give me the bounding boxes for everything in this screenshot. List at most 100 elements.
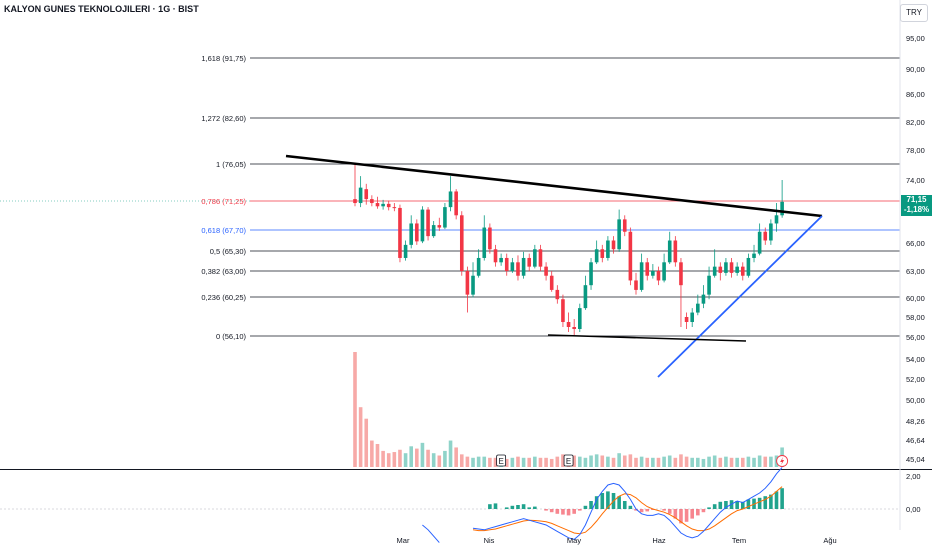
- candle: [443, 203, 447, 230]
- volume-bar: [516, 456, 520, 467]
- volume-bar: [415, 448, 419, 467]
- trendlines[interactable]: [285, 154, 823, 378]
- symbol-title[interactable]: KALYON GUNES TEKNOLOJILERI · 1G · BIST: [4, 4, 199, 14]
- time-tick-label: Ağu: [823, 536, 836, 545]
- macd-histogram-bar: [555, 509, 560, 514]
- volume-bar: [459, 454, 464, 467]
- candle: [448, 176, 453, 212]
- candle: [724, 257, 728, 276]
- macd-histogram-bar: [769, 494, 773, 509]
- price-tick-label: 66,00: [906, 239, 925, 248]
- candle: [634, 272, 638, 295]
- candle: [578, 303, 582, 332]
- candle: [566, 312, 571, 332]
- volume-bar: [712, 455, 717, 467]
- macd-histogram-bar: [679, 509, 683, 524]
- lightning-icon: [780, 457, 785, 465]
- candle: [684, 312, 689, 329]
- volume-bar: [521, 457, 526, 467]
- last-price-badge: 71,15 -1,18%: [901, 195, 932, 216]
- fib-level-label: 0,236 (60,25): [201, 293, 246, 302]
- bottom-trendline[interactable]: [547, 334, 747, 342]
- volume-bar: [707, 456, 711, 467]
- macd-histogram-bar: [628, 505, 633, 509]
- candle: [415, 219, 419, 245]
- earnings-marker-label: E: [566, 457, 571, 466]
- candle: [398, 204, 402, 263]
- macd-histogram-bar: [504, 507, 509, 509]
- volume-bar: [729, 457, 734, 467]
- time-tick-label: Tem: [732, 536, 746, 545]
- volume-bar: [381, 450, 385, 467]
- volume-bar: [673, 457, 678, 467]
- fib-level-label: 0,382 (63,00): [201, 267, 246, 276]
- candle: [482, 215, 487, 261]
- volume-bar: [583, 457, 588, 467]
- volume-bar: [561, 454, 565, 467]
- macd-histogram-bar: [696, 509, 700, 516]
- candle: [431, 221, 436, 238]
- earnings-marker[interactable]: [563, 454, 574, 467]
- volume-bar: [443, 450, 447, 467]
- macd-line: [422, 467, 783, 543]
- macd-tick-label: 0,00: [906, 505, 921, 514]
- support-trendline[interactable]: [657, 215, 823, 378]
- macd-histogram-bar: [533, 506, 537, 509]
- volume-bar: [651, 457, 655, 467]
- macd-histogram-bar: [684, 509, 689, 522]
- volume-bar: [454, 447, 458, 467]
- volume-bar: [493, 457, 498, 467]
- last-price-value: 71,15: [906, 195, 927, 204]
- volume-bar: [769, 456, 773, 467]
- price-tick-label: 86,00: [906, 90, 925, 99]
- volume-bar: [409, 446, 413, 467]
- candle: [628, 227, 633, 286]
- volume-bar: [544, 457, 548, 467]
- macd-histogram-bar: [583, 505, 588, 509]
- macd-histogram-bar: [774, 491, 779, 509]
- volume-bar: [488, 457, 492, 467]
- volume-bar: [679, 454, 683, 467]
- candle: [533, 244, 537, 269]
- volume-bar: [510, 457, 515, 467]
- candle: [465, 266, 470, 313]
- fib-level-label: 0,5 (65,30): [210, 247, 247, 256]
- price-tick-label: 56,00: [906, 333, 925, 342]
- candle: [471, 262, 475, 298]
- candle: [555, 285, 560, 304]
- macd-histogram-bar: [690, 509, 694, 519]
- volume-bar: [622, 455, 627, 467]
- candle: [572, 319, 576, 335]
- candle: [690, 308, 694, 327]
- macd-histogram-bar: [549, 509, 554, 513]
- resistance-trendline[interactable]: [285, 154, 823, 218]
- macd-histogram-bar: [639, 509, 644, 513]
- volume-bar: [572, 455, 576, 467]
- volume-bar: [639, 456, 644, 467]
- volume-bar: [533, 456, 537, 467]
- candle: [493, 244, 498, 267]
- earnings-marker[interactable]: [496, 454, 507, 467]
- candle: [712, 249, 717, 278]
- candle: [499, 253, 503, 266]
- currency-button[interactable]: TRY: [900, 4, 928, 22]
- macd-histogram-bar: [667, 509, 672, 514]
- volume-bar: [667, 455, 672, 467]
- candle: [679, 257, 683, 327]
- volume-bar: [420, 442, 425, 467]
- candle: [521, 251, 526, 279]
- macd-histogram-bar: [578, 509, 582, 511]
- volume-bar: [392, 452, 397, 467]
- price-tick-label: 95,00: [906, 34, 925, 43]
- volume-bar: [617, 453, 621, 467]
- price-tick-label: 90,00: [906, 65, 925, 74]
- volume-bar: [611, 457, 616, 467]
- price-tick-label: 74,00: [906, 176, 925, 185]
- candle: [774, 203, 779, 232]
- volume-bar: [724, 456, 728, 467]
- price-tick-label: 82,00: [906, 118, 925, 127]
- fib-level-label: 0,786 (71,25): [201, 197, 246, 206]
- volume-bar: [386, 453, 391, 467]
